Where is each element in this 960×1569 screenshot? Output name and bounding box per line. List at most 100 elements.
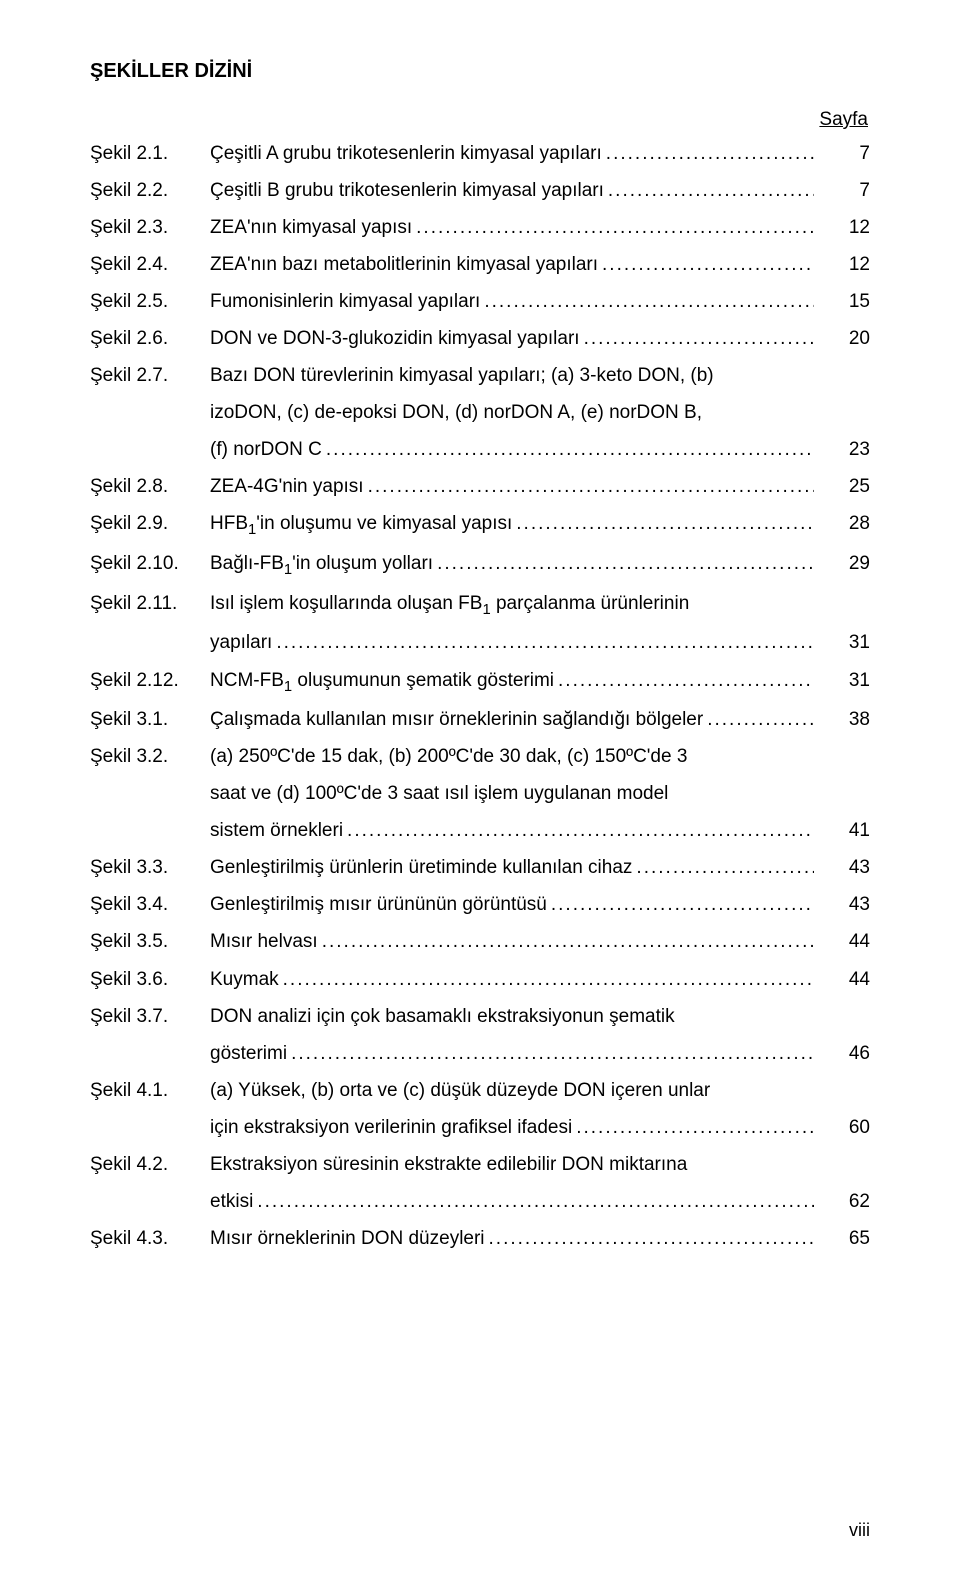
figure-label: Şekil 4.1. — [90, 1072, 210, 1109]
figure-label: Şekil 4.3. — [90, 1220, 210, 1257]
figure-entry: Şekil 4.2.Ekstraksiyon süresinin ekstrak… — [90, 1146, 870, 1183]
figure-page-number: 60 — [814, 1109, 870, 1146]
figure-page-number: 25 — [814, 468, 870, 505]
figure-entries-list: Şekil 2.1.Çeşitli A grubu trikotesenleri… — [90, 135, 870, 1257]
figure-entry: Şekil 3.3.Genleştirilmiş ürünlerin üreti… — [90, 849, 870, 886]
figure-label: Şekil 2.4. — [90, 246, 210, 283]
figure-entry: Şekil 2.3.ZEA'nın kimyasal yapısı12 — [90, 209, 870, 246]
figure-description: Bağlı-FB1'in oluşum yolları — [210, 545, 814, 585]
figure-page-number: 65 — [814, 1220, 870, 1257]
figure-label: Şekil 4.2. — [90, 1146, 210, 1183]
figure-entry: Şekil 2.2.Çeşitli B grubu trikotesenleri… — [90, 172, 870, 209]
figure-description: Çeşitli B grubu trikotesenlerin kimyasal… — [210, 172, 814, 209]
figure-page-number: 31 — [814, 624, 870, 661]
figure-description: ZEA'nın bazı metabolitlerinin kimyasal y… — [210, 246, 814, 283]
figure-label: Şekil 2.1. — [90, 135, 210, 172]
figure-description: DON analizi için çok basamaklı ekstraksi… — [210, 998, 814, 1035]
figure-entry: Şekil 3.4.Genleştirilmiş mısır ürününün … — [90, 886, 870, 923]
figure-entry-cont: izoDON, (c) de-epoksi DON, (d) norDON A,… — [90, 394, 870, 431]
figure-label: Şekil 2.7. — [90, 357, 210, 394]
figure-entry: Şekil 3.7.DON analizi için çok basamaklı… — [90, 998, 870, 1035]
figure-page-number: 20 — [814, 320, 870, 357]
figure-description: Genleştirilmiş ürünlerin üretiminde kull… — [210, 849, 814, 886]
figure-page-number: 46 — [814, 1035, 870, 1072]
figure-page-number: 44 — [814, 923, 870, 960]
figure-description: Isıl işlem koşullarında oluşan FB1 parça… — [210, 585, 814, 625]
figure-entry: Şekil 2.7.Bazı DON türevlerinin kimyasal… — [90, 357, 870, 394]
figure-description: Çeşitli A grubu trikotesenlerin kimyasal… — [210, 135, 814, 172]
figure-entry: Şekil 4.3.Mısır örneklerinin DON düzeyle… — [90, 1220, 870, 1257]
figure-label: Şekil 2.9. — [90, 505, 210, 542]
figure-entry-cont: gösterimi46 — [90, 1035, 870, 1072]
figure-description: Kuymak — [210, 961, 814, 998]
footer-page-number: viii — [849, 1520, 870, 1541]
figure-entry-cont: için ekstraksiyon verilerinin grafiksel … — [90, 1109, 870, 1146]
figure-page-number: 12 — [814, 246, 870, 283]
figure-entry: Şekil 3.2.(a) 250ºC'de 15 dak, (b) 200ºC… — [90, 738, 870, 775]
figure-label: Şekil 2.5. — [90, 283, 210, 320]
figure-description: NCM-FB1 oluşumunun şematik gösterimi — [210, 662, 814, 702]
figure-page-number: 29 — [814, 545, 870, 582]
figure-page-number: 43 — [814, 849, 870, 886]
page-container: ŞEKİLLER DİZİNİ Sayfa Şekil 2.1.Çeşitli … — [0, 0, 960, 1569]
figure-description: ZEA'nın kimyasal yapısı — [210, 209, 814, 246]
figure-label: Şekil 3.6. — [90, 961, 210, 998]
figure-entry: Şekil 2.11.Isıl işlem koşullarında oluşa… — [90, 585, 870, 625]
figure-label: Şekil 2.11. — [90, 585, 210, 622]
figure-entry: Şekil 3.1.Çalışmada kullanılan mısır örn… — [90, 701, 870, 738]
figure-description: Genleştirilmiş mısır ürününün görüntüsü — [210, 886, 814, 923]
figure-description: Çalışmada kullanılan mısır örneklerinin … — [210, 701, 814, 738]
figure-entry: Şekil 2.9.HFB1'in oluşumu ve kimyasal ya… — [90, 505, 870, 545]
figure-description: ZEA-4G'nin yapısı — [210, 468, 814, 505]
figure-label: Şekil 2.8. — [90, 468, 210, 505]
figure-page-number: 38 — [814, 701, 870, 738]
figure-description-cont: (f) norDON C — [210, 431, 814, 468]
figure-description-cont: izoDON, (c) de-epoksi DON, (d) norDON A,… — [210, 394, 814, 431]
figure-label: Şekil 3.7. — [90, 998, 210, 1035]
figure-label: Şekil 3.3. — [90, 849, 210, 886]
figure-description-cont: için ekstraksiyon verilerinin grafiksel … — [210, 1109, 814, 1146]
figure-page-number: 41 — [814, 812, 870, 849]
figure-label: Şekil 3.5. — [90, 923, 210, 960]
figure-entry: Şekil 2.4.ZEA'nın bazı metabolitlerinin … — [90, 246, 870, 283]
figure-entry-cont: yapıları31 — [90, 624, 870, 661]
figure-description-cont: gösterimi — [210, 1035, 814, 1072]
figure-description-cont: sistem örnekleri — [210, 812, 814, 849]
figure-page-number: 15 — [814, 283, 870, 320]
figure-entry: Şekil 4.1.(a) Yüksek, (b) orta ve (c) dü… — [90, 1072, 870, 1109]
figure-entry: Şekil 3.6.Kuymak44 — [90, 961, 870, 998]
figure-entry: Şekil 3.5.Mısır helvası44 — [90, 923, 870, 960]
figure-description: Bazı DON türevlerinin kimyasal yapıları;… — [210, 357, 814, 394]
figure-entry: Şekil 2.6.DON ve DON-3-glukozidin kimyas… — [90, 320, 870, 357]
list-of-figures-title: ŞEKİLLER DİZİNİ — [90, 60, 870, 83]
figure-page-number: 12 — [814, 209, 870, 246]
figure-label: Şekil 2.3. — [90, 209, 210, 246]
page-column-header: Sayfa — [90, 109, 870, 131]
figure-description-cont: saat ve (d) 100ºC'de 3 saat ısıl işlem u… — [210, 775, 814, 812]
figure-entry-cont: saat ve (d) 100ºC'de 3 saat ısıl işlem u… — [90, 775, 870, 812]
figure-page-number: 31 — [814, 662, 870, 699]
figure-entry-cont: (f) norDON C23 — [90, 431, 870, 468]
figure-label: Şekil 2.12. — [90, 662, 210, 699]
figure-page-number: 62 — [814, 1183, 870, 1220]
figure-label: Şekil 2.2. — [90, 172, 210, 209]
figure-label: Şekil 3.1. — [90, 701, 210, 738]
figure-label: Şekil 2.10. — [90, 545, 210, 582]
figure-page-number: 23 — [814, 431, 870, 468]
figure-entry-cont: sistem örnekleri41 — [90, 812, 870, 849]
figure-description: Fumonisinlerin kimyasal yapıları — [210, 283, 814, 320]
figure-entry: Şekil 2.5.Fumonisinlerin kimyasal yapıla… — [90, 283, 870, 320]
figure-description: HFB1'in oluşumu ve kimyasal yapısı — [210, 505, 814, 545]
figure-description: (a) 250ºC'de 15 dak, (b) 200ºC'de 30 dak… — [210, 738, 814, 775]
figure-label: Şekil 2.6. — [90, 320, 210, 357]
figure-entry-cont: etkisi62 — [90, 1183, 870, 1220]
figure-page-number: 43 — [814, 886, 870, 923]
figure-description: Mısır helvası — [210, 923, 814, 960]
figure-description-cont: etkisi — [210, 1183, 814, 1220]
figure-description: DON ve DON-3-glukozidin kimyasal yapılar… — [210, 320, 814, 357]
figure-page-number: 44 — [814, 961, 870, 998]
figure-label: Şekil 3.4. — [90, 886, 210, 923]
figure-entry: Şekil 2.10.Bağlı-FB1'in oluşum yolları29 — [90, 545, 870, 585]
figure-description: Ekstraksiyon süresinin ekstrakte edilebi… — [210, 1146, 814, 1183]
figure-label: Şekil 3.2. — [90, 738, 210, 775]
